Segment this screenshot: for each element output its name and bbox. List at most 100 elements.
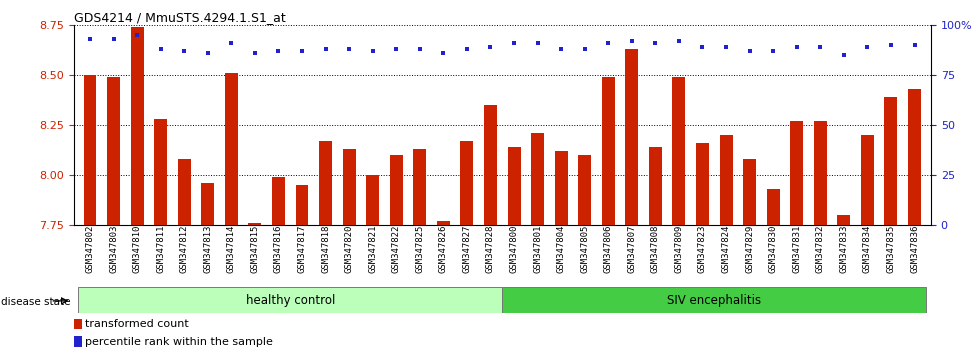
- Point: [530, 40, 546, 46]
- Text: GSM347804: GSM347804: [557, 225, 565, 273]
- Point: [365, 48, 380, 53]
- Text: GSM347800: GSM347800: [510, 225, 518, 273]
- Point: [742, 48, 758, 53]
- Point: [223, 40, 239, 46]
- Text: GSM347825: GSM347825: [416, 225, 424, 273]
- Point: [671, 38, 687, 44]
- Bar: [177, 159, 191, 225]
- Point: [601, 40, 616, 46]
- Text: healthy control: healthy control: [246, 293, 335, 307]
- Bar: [743, 159, 757, 225]
- Bar: [201, 183, 215, 225]
- Bar: [248, 223, 262, 225]
- Bar: [860, 135, 874, 225]
- Bar: [367, 175, 379, 225]
- Text: GSM347816: GSM347816: [274, 225, 283, 273]
- Text: GSM347836: GSM347836: [910, 225, 919, 273]
- Point: [153, 46, 169, 52]
- Point: [507, 40, 522, 46]
- Text: GSM347828: GSM347828: [486, 225, 495, 273]
- Bar: [319, 141, 332, 225]
- Bar: [602, 77, 614, 225]
- Bar: [813, 121, 827, 225]
- Bar: [74, 336, 82, 347]
- Point: [883, 42, 899, 48]
- Point: [624, 38, 640, 44]
- Text: GSM347807: GSM347807: [627, 225, 636, 273]
- Bar: [766, 189, 780, 225]
- Text: GSM347835: GSM347835: [887, 225, 896, 273]
- Bar: [461, 141, 473, 225]
- Bar: [437, 221, 450, 225]
- Point: [82, 36, 98, 42]
- Point: [412, 46, 427, 52]
- Point: [435, 50, 451, 56]
- Point: [765, 48, 781, 53]
- Bar: [78, 287, 502, 313]
- Text: GSM347814: GSM347814: [226, 225, 236, 273]
- Text: GSM347834: GSM347834: [863, 225, 872, 273]
- Point: [294, 48, 310, 53]
- Bar: [790, 121, 804, 225]
- Text: GSM347831: GSM347831: [792, 225, 802, 273]
- Text: GSM347802: GSM347802: [85, 225, 94, 273]
- Point: [129, 32, 145, 38]
- Text: GSM347806: GSM347806: [604, 225, 612, 273]
- Point: [388, 46, 404, 52]
- Point: [648, 40, 663, 46]
- Bar: [837, 215, 851, 225]
- Point: [341, 46, 357, 52]
- Bar: [83, 75, 96, 225]
- Text: SIV encephalitis: SIV encephalitis: [667, 293, 761, 307]
- Point: [247, 50, 263, 56]
- Point: [718, 44, 734, 50]
- Bar: [649, 147, 662, 225]
- Point: [200, 50, 216, 56]
- Point: [554, 46, 569, 52]
- Text: GSM347824: GSM347824: [721, 225, 730, 273]
- Point: [176, 48, 192, 53]
- Point: [459, 46, 474, 52]
- Point: [695, 44, 710, 50]
- Bar: [390, 155, 403, 225]
- Point: [577, 46, 593, 52]
- Bar: [555, 151, 567, 225]
- Bar: [74, 319, 82, 329]
- Text: GSM347830: GSM347830: [768, 225, 778, 273]
- Text: GSM347801: GSM347801: [533, 225, 542, 273]
- Bar: [502, 287, 926, 313]
- Text: GSM347815: GSM347815: [251, 225, 260, 273]
- Bar: [272, 177, 285, 225]
- Text: GSM347829: GSM347829: [745, 225, 754, 273]
- Bar: [154, 119, 168, 225]
- Text: GSM347809: GSM347809: [674, 225, 683, 273]
- Text: GSM347805: GSM347805: [580, 225, 589, 273]
- Text: GSM347817: GSM347817: [298, 225, 307, 273]
- Point: [106, 36, 122, 42]
- Bar: [578, 155, 591, 225]
- Text: GSM347808: GSM347808: [651, 225, 660, 273]
- Point: [812, 44, 828, 50]
- Point: [789, 44, 805, 50]
- Text: GSM347813: GSM347813: [203, 225, 213, 273]
- Bar: [343, 149, 356, 225]
- Text: GSM347810: GSM347810: [132, 225, 141, 273]
- Point: [859, 44, 875, 50]
- Point: [906, 42, 922, 48]
- Bar: [908, 89, 921, 225]
- Bar: [885, 97, 898, 225]
- Text: GSM347811: GSM347811: [156, 225, 166, 273]
- Point: [836, 52, 852, 58]
- Bar: [130, 27, 144, 225]
- Bar: [224, 73, 238, 225]
- Point: [270, 48, 286, 53]
- Text: GSM347818: GSM347818: [321, 225, 330, 273]
- Bar: [531, 133, 544, 225]
- Bar: [484, 105, 497, 225]
- Bar: [625, 49, 638, 225]
- Text: GSM347812: GSM347812: [179, 225, 189, 273]
- Bar: [296, 185, 309, 225]
- Text: transformed count: transformed count: [85, 319, 189, 329]
- Text: GSM347827: GSM347827: [463, 225, 471, 273]
- Point: [318, 46, 333, 52]
